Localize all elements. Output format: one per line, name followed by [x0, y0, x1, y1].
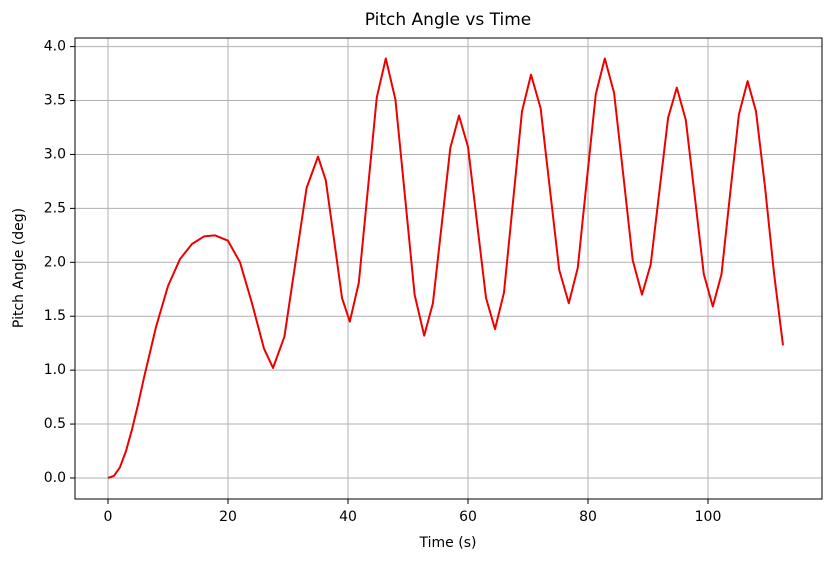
plot-frame: [74, 37, 823, 500]
x-tick-label: 80: [579, 509, 597, 525]
y-tick-label: 0.0: [44, 470, 66, 486]
x-axis-label: Time (s): [419, 535, 477, 551]
y-tick-label: 4.0: [44, 39, 66, 55]
y-tick-label: 1.5: [44, 308, 66, 324]
chart-title: Pitch Angle vs Time: [365, 10, 532, 30]
data-line: [107, 57, 784, 479]
y-tick-label: 2.0: [44, 254, 66, 270]
x-tick-label: 40: [339, 509, 357, 525]
y-tick-label: 3.5: [44, 93, 66, 109]
x-tick-label: 0: [104, 509, 113, 525]
y-axis-label: Pitch Angle (deg): [11, 208, 27, 328]
y-tick-label: 3.0: [44, 146, 66, 162]
x-tick-label: 60: [459, 509, 477, 525]
y-tick-label: 0.5: [44, 416, 66, 432]
x-tick-label: 100: [695, 509, 722, 525]
x-tick-label: 20: [219, 509, 237, 525]
y-tick-label: 1.0: [44, 362, 66, 378]
y-tick-label: 2.5: [44, 200, 66, 216]
